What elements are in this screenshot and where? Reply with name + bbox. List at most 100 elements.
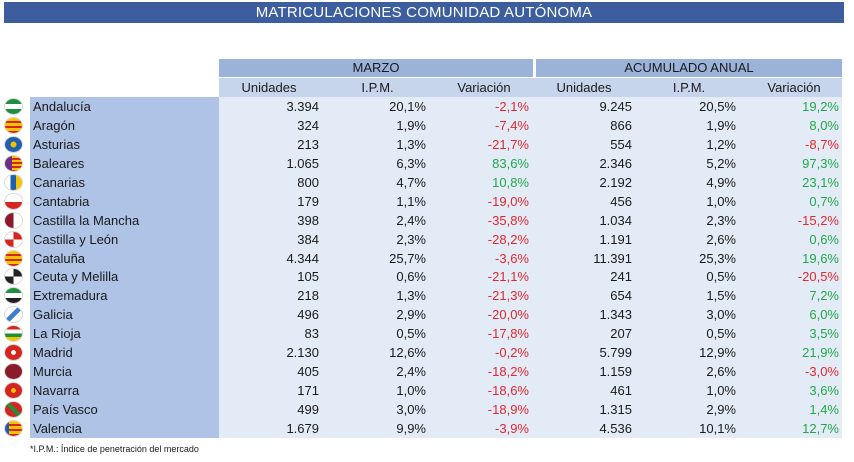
- cell-anual-variacion: 3,6%: [809, 383, 839, 399]
- cell-marzo-variacion: -21,7%: [487, 136, 529, 152]
- cell-anual-unidades: 4.536: [599, 420, 632, 436]
- cell-anual-variacion: -15,2%: [797, 212, 839, 228]
- cell-anual-unidades: 5.799: [599, 345, 632, 361]
- table-row: Murcia 405 2,4% -18,2% 1.159 2,6% -3,0%: [0, 362, 854, 381]
- cell-anual-ipm: 25,3%: [699, 250, 736, 266]
- cell-marzo-ipm: 2,4%: [396, 212, 426, 228]
- cell-anual-variacion: 7,2%: [809, 288, 839, 304]
- cell-marzo-variacion: -21,1%: [487, 269, 529, 285]
- cell-anual-variacion: 3,5%: [809, 326, 839, 342]
- cell-marzo-ipm: 1,3%: [396, 288, 426, 304]
- cell-anual-variacion: 0,7%: [809, 193, 839, 209]
- region-column-background: [30, 97, 219, 438]
- region-name: Baleares: [33, 155, 85, 171]
- cell-marzo-unidades: 496: [297, 307, 319, 323]
- group-header-acumulado-anual: ACUMULADO ANUAL: [536, 59, 842, 77]
- cell-marzo-ipm: 3,0%: [396, 402, 426, 417]
- flag-aragon-icon: [5, 117, 22, 133]
- cell-anual-unidades: 654: [610, 288, 632, 304]
- cell-marzo-unidades: 171: [297, 383, 319, 399]
- table-row: Andalucía 3.394 20,1% -2,1% 9.245 20,5% 19,2%: [0, 97, 854, 116]
- region-name: Asturias: [33, 136, 80, 152]
- cell-anual-unidades: 207: [610, 326, 632, 342]
- cell-anual-ipm: 1,0%: [706, 383, 736, 399]
- footnote: *I.P.M.: Índice de penetración del merca…: [30, 444, 199, 454]
- cell-anual-variacion: -8,7%: [805, 136, 839, 152]
- column-header-marzo-variacion: Variación: [457, 80, 511, 95]
- cell-anual-ipm: 1,5%: [706, 288, 736, 304]
- cell-anual-unidades: 1.191: [599, 231, 632, 247]
- cell-marzo-variacion: -0,2%: [495, 345, 529, 361]
- flag-la-rioja-icon: [5, 326, 22, 342]
- region-name: Galicia: [33, 307, 73, 323]
- cell-anual-unidades: 11.391: [593, 250, 632, 266]
- cell-marzo-ipm: 6,3%: [396, 155, 426, 171]
- flag-andalucia-icon: [5, 99, 22, 114]
- region-name: Castilla y León: [33, 231, 119, 247]
- cell-anual-variacion: -3,0%: [805, 364, 839, 380]
- column-header-marzo-ipm: I.P.M.: [361, 80, 394, 95]
- group-header-marzo: MARZO: [219, 59, 533, 77]
- cell-marzo-unidades: 105: [297, 269, 319, 285]
- region-name: Valencia: [33, 420, 82, 436]
- region-name: Cantabria: [33, 193, 90, 209]
- region-name: Navarra: [33, 383, 80, 399]
- cell-anual-ipm: 3,0%: [706, 307, 736, 323]
- cell-marzo-ipm: 1,0%: [396, 383, 426, 399]
- cell-marzo-unidades: 2.130: [286, 345, 319, 361]
- cell-marzo-unidades: 3.394: [286, 99, 319, 114]
- table-row: Aragón 324 1,9% -7,4% 866 1,9% 8,0%: [0, 116, 854, 135]
- cell-marzo-ipm: 20,1%: [389, 99, 426, 114]
- cell-marzo-ipm: 12,6%: [389, 345, 426, 361]
- cell-marzo-ipm: 0,5%: [396, 326, 426, 342]
- cell-marzo-variacion: -3,6%: [495, 250, 529, 266]
- cell-marzo-unidades: 800: [297, 174, 319, 190]
- cell-marzo-variacion: -19,0%: [487, 193, 529, 209]
- flag-ceuta-melilla-icon: [5, 269, 22, 285]
- cell-anual-ipm: 4,9%: [706, 174, 736, 190]
- region-name: Andalucía: [33, 99, 91, 114]
- region-name: La Rioja: [33, 326, 81, 342]
- cell-anual-variacion: 23,1%: [802, 174, 839, 190]
- cell-marzo-unidades: 324: [297, 117, 319, 133]
- cell-anual-variacion: 0,6%: [809, 231, 839, 247]
- table-row: Extremadura 218 1,3% -21,3% 654 1,5% 7,2%: [0, 286, 854, 305]
- table-row: La Rioja 83 0,5% -17,8% 207 0,5% 3,5%: [0, 324, 854, 343]
- flag-castilla-y-leon-icon: [5, 231, 22, 247]
- cell-anual-variacion: 6,0%: [809, 307, 839, 323]
- region-name: Canarias: [33, 174, 86, 190]
- cell-marzo-variacion: -20,0%: [487, 307, 529, 323]
- cell-anual-ipm: 10,1%: [699, 420, 736, 436]
- cell-anual-variacion: 19,2%: [802, 99, 839, 114]
- region-name: Cataluña: [33, 250, 86, 266]
- cell-marzo-ipm: 2,4%: [396, 364, 426, 380]
- table-row: Cantabria 179 1,1% -19,0% 456 1,0% 0,7%: [0, 192, 854, 211]
- cell-marzo-variacion: -3,9%: [495, 420, 529, 436]
- cell-marzo-variacion: -18,6%: [487, 383, 529, 399]
- cell-marzo-unidades: 179: [297, 193, 319, 209]
- region-name: Aragón: [33, 117, 75, 133]
- cell-marzo-unidades: 398: [297, 212, 319, 228]
- table-row: Navarra 171 1,0% -18,6% 461 1,0% 3,6%: [0, 381, 854, 400]
- cell-anual-ipm: 2,3%: [706, 212, 736, 228]
- cell-anual-variacion: 12,7%: [802, 420, 839, 436]
- flag-canarias-icon: [5, 174, 22, 190]
- column-header-anual-ipm: I.P.M.: [672, 80, 706, 95]
- cell-marzo-unidades: 218: [297, 288, 319, 304]
- flag-murcia-icon: [5, 364, 22, 380]
- flag-pais-vasco-icon: [5, 402, 22, 417]
- table-row: Ceuta y Melilla 105 0,6% -21,1% 241 0,5% -20,5…: [0, 267, 854, 286]
- cell-marzo-unidades: 1.679: [286, 420, 319, 436]
- flag-cantabria-icon: [5, 193, 22, 209]
- column-header-band: [219, 78, 842, 97]
- cell-anual-unidades: 554: [610, 136, 632, 152]
- table-row: Castilla la Mancha 398 2,4% -35,8% 1.034 2,3%…: [0, 211, 854, 230]
- cell-marzo-ipm: 9,9%: [396, 420, 426, 436]
- cell-anual-unidades: 1.315: [599, 402, 632, 417]
- cell-anual-unidades: 461: [610, 383, 632, 399]
- cell-anual-variacion: -20,5%: [797, 269, 839, 285]
- column-header-marzo-unidades: Unidades: [241, 80, 297, 95]
- table-row: Madrid 2.130 12,6% -0,2% 5.799 12,9% 21,9%: [0, 343, 854, 362]
- cell-anual-unidades: 866: [610, 117, 632, 133]
- cell-marzo-variacion: -35,8%: [487, 212, 529, 228]
